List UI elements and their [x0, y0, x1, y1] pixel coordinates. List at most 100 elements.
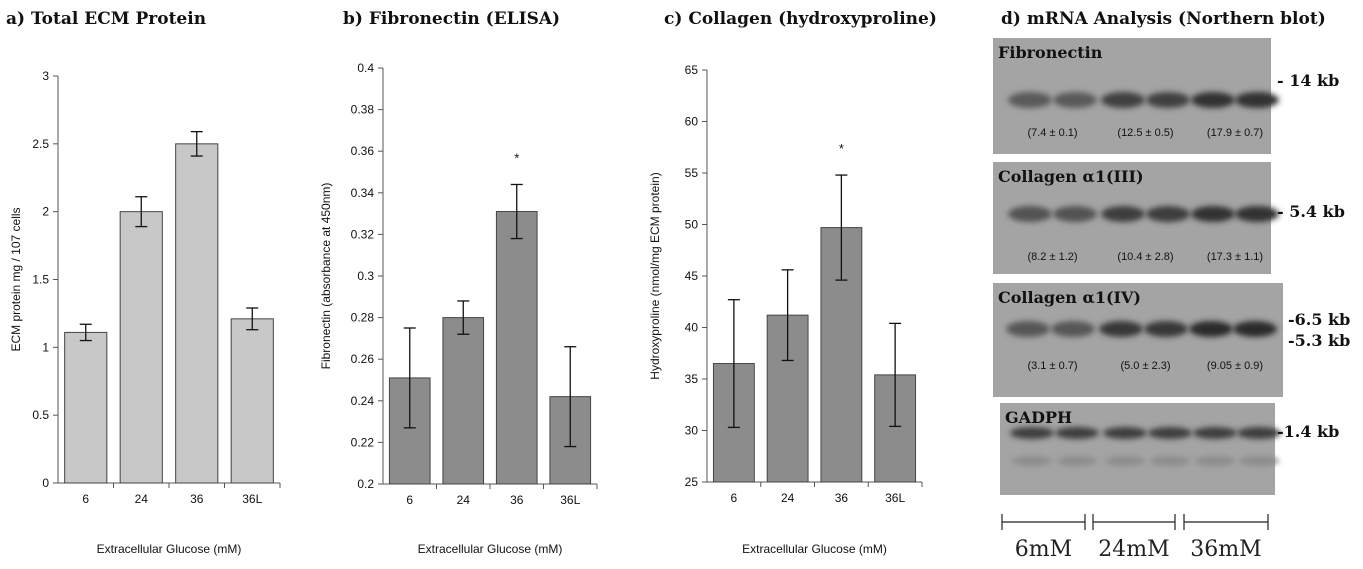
x-tick-label: 6	[406, 493, 413, 507]
y-tick-label: 0.3	[357, 269, 374, 283]
y-tick-label: 25	[685, 475, 699, 489]
x-tick-label: 36	[190, 492, 204, 506]
blot-band	[1010, 427, 1054, 439]
y-tick-label: 0.38	[351, 103, 375, 117]
bar	[230, 318, 274, 484]
x-tick-label: 36	[835, 491, 849, 505]
y-tick-label: 0.28	[351, 311, 375, 325]
y-tick-label: 35	[685, 372, 699, 386]
blot-band	[1103, 427, 1147, 439]
x-tick-label: 6	[82, 492, 89, 506]
y-tick-label: 45	[685, 269, 699, 283]
blot-band	[1148, 427, 1192, 439]
blot-band-secondary	[1195, 456, 1235, 466]
quantification-value: (9.05 ± 0.9)	[1207, 360, 1263, 372]
quantification-value: (3.1 ± 0.7)	[1027, 360, 1077, 372]
y-tick-label: 0	[42, 476, 49, 490]
blot-band	[1144, 321, 1188, 337]
quantification-value: (7.4 ± 0.1)	[1027, 127, 1077, 139]
x-tick-label: 36L	[242, 492, 262, 506]
y-tick-label: 0.24	[351, 394, 375, 408]
blot-band	[1233, 321, 1277, 337]
blot-band	[1008, 92, 1052, 108]
blot-band-secondary	[1057, 456, 1097, 466]
chart-title: b) Fibronectin (ELISA)	[343, 9, 560, 29]
blot-band	[1146, 92, 1190, 108]
band-size-label: -5.3 kb	[1288, 331, 1350, 350]
bar	[175, 143, 219, 484]
y-tick-label: 0.36	[351, 144, 375, 158]
chart-title: c) Collagen (hydroxyproline)	[664, 9, 937, 29]
x-axis-label: Extracellular Glucose (mM)	[742, 542, 887, 556]
y-tick-label: 0.5	[32, 408, 49, 422]
x-axis-label: Extracellular Glucose (mM)	[97, 542, 242, 556]
blot-band	[1189, 321, 1233, 337]
y-tick-label: 65	[685, 63, 699, 77]
x-tick-label: 24	[457, 493, 471, 507]
blot-band-secondary	[1012, 456, 1052, 466]
band-size-label: - 5.4 kb	[1277, 202, 1345, 221]
x-tick-label: 6	[731, 491, 738, 505]
chart-3: c) Collagen (hydroxyproline) 25 30 35 40 45 50…	[648, 9, 937, 556]
blot-band	[1006, 321, 1050, 337]
y-tick-label: 30	[685, 424, 699, 438]
y-tick-label: 55	[685, 166, 699, 180]
blot-band	[1053, 92, 1097, 108]
blot-panel: Fibronectin - 14 kb (7.4 ± 0.1) (12.5 ± 0.5…	[993, 38, 1339, 154]
y-tick-label: 60	[685, 115, 699, 129]
chart-title: a) Total ECM Protein	[6, 9, 206, 29]
y-axis-label: Fibronectin (absorbance at 450nm)	[319, 183, 333, 370]
quantification-value: (12.5 ± 0.5)	[1117, 127, 1173, 139]
y-tick-label: 50	[685, 218, 699, 232]
quantification-value: (8.2 ± 1.2)	[1027, 251, 1077, 263]
blot-label: Collagen α1(III)	[998, 167, 1144, 186]
bar	[442, 317, 485, 485]
bar	[495, 211, 538, 485]
bar	[119, 211, 163, 484]
x-tick-label: 24	[135, 492, 149, 506]
quantification-value: (17.3 ± 1.1)	[1207, 251, 1263, 263]
blot-band	[1055, 427, 1099, 439]
band-size-label: -1.4 kb	[1277, 422, 1339, 441]
blot-band	[1235, 92, 1279, 108]
x-tick-label: 36	[510, 493, 524, 507]
y-tick-label: 1	[42, 340, 49, 354]
blot-band	[1235, 206, 1279, 222]
blot-band-secondary	[1239, 456, 1279, 466]
blot-panel: Collagen α1(IV) -6.5 kb -5.3 kb (3.1 ± 0.7)…	[993, 283, 1350, 397]
x-tick-label: 24	[781, 491, 795, 505]
y-tick-label: 0.32	[351, 227, 375, 241]
blot-panel: GADPH -1.4 kb	[1000, 403, 1339, 495]
northern-blot: d) mRNA Analysis (Northern blot) Fibronec…	[993, 9, 1350, 562]
quantification-value: (5.0 ± 2.3)	[1120, 360, 1170, 372]
blot-band	[1051, 321, 1095, 337]
y-tick-label: 0.26	[351, 352, 375, 366]
blot-band	[1237, 427, 1281, 439]
y-tick-label: 0.22	[351, 435, 375, 449]
y-tick-label: 0.4	[357, 61, 374, 75]
significance-asterisk: *	[839, 141, 844, 156]
band-size-label: - 14 kb	[1277, 71, 1339, 90]
blot-label: Collagen α1(IV)	[998, 288, 1141, 307]
group-label: 6mM	[1015, 537, 1072, 562]
blot-band-secondary	[1105, 456, 1145, 466]
quantification-value: (10.4 ± 2.8)	[1117, 251, 1173, 263]
blot-label: GADPH	[1005, 408, 1072, 427]
blot-title: d) mRNA Analysis (Northern blot)	[1001, 9, 1326, 29]
bar	[874, 374, 917, 483]
blot-background	[1000, 403, 1275, 495]
y-tick-label: 40	[685, 321, 699, 335]
x-tick-label: 36L	[560, 493, 580, 507]
band-size-label: -6.5 kb	[1288, 310, 1350, 329]
blot-band	[1193, 427, 1237, 439]
y-tick-label: 2	[42, 205, 49, 219]
blot-background	[993, 283, 1283, 397]
blot-band-secondary	[1150, 456, 1190, 466]
group-label: 24mM	[1098, 537, 1169, 562]
x-axis-label: Extracellular Glucose (mM)	[418, 542, 563, 556]
bar	[64, 331, 108, 484]
chart-2: b) Fibronectin (ELISA) 0.2 0.22 0.24 0.26 0.2…	[319, 9, 598, 556]
blot-panel: Collagen α1(III) - 5.4 kb (8.2 ± 1.2) (10.4…	[993, 162, 1345, 274]
